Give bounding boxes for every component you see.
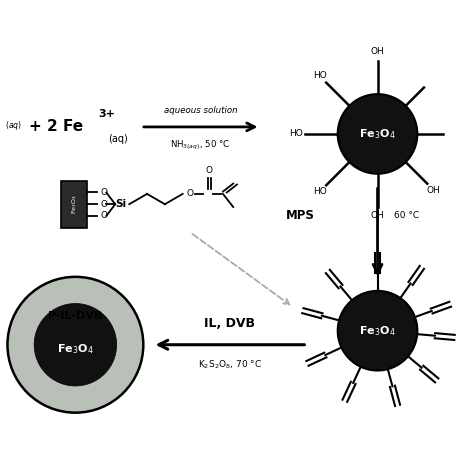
Text: HO: HO (313, 187, 327, 196)
Text: Fe$_3$O$_4$: Fe$_3$O$_4$ (70, 194, 79, 214)
Text: 3+: 3+ (99, 109, 116, 119)
Text: MPS: MPS (285, 210, 314, 222)
Text: K$_2$S$_2$O$_8$, 70 °C: K$_2$S$_2$O$_8$, 70 °C (198, 359, 262, 371)
Text: 60 °C: 60 °C (394, 211, 419, 220)
Text: (aq): (aq) (108, 134, 128, 144)
Text: Fe$_3$O$_4$: Fe$_3$O$_4$ (359, 127, 396, 141)
Text: O: O (100, 211, 108, 220)
Text: $_{(aq)}$: $_{(aq)}$ (5, 119, 22, 135)
Text: HO: HO (313, 72, 327, 81)
Text: Si: Si (115, 199, 127, 209)
Text: O: O (100, 200, 108, 209)
Text: O: O (206, 166, 213, 175)
FancyBboxPatch shape (61, 181, 87, 228)
Text: Fe$_3$O$_4$: Fe$_3$O$_4$ (57, 343, 94, 356)
Text: IL, DVB: IL, DVB (204, 317, 255, 330)
Text: NH$_{3(aq)}$, 50 °C: NH$_{3(aq)}$, 50 °C (170, 138, 230, 152)
Text: O: O (187, 190, 194, 199)
Text: + 2 Fe: + 2 Fe (28, 119, 82, 135)
Text: HO: HO (289, 129, 302, 138)
Text: Fe$_3$O$_4$: Fe$_3$O$_4$ (359, 324, 396, 337)
Circle shape (8, 277, 143, 413)
Text: OH: OH (371, 211, 384, 220)
Text: OH: OH (427, 186, 441, 195)
Text: P-IL-DVB: P-IL-DVB (48, 310, 102, 321)
Circle shape (337, 291, 417, 371)
Circle shape (34, 303, 117, 386)
Circle shape (337, 94, 417, 174)
Text: aqueous solution: aqueous solution (164, 106, 237, 115)
Text: OH: OH (371, 47, 384, 56)
Text: O: O (100, 188, 108, 197)
